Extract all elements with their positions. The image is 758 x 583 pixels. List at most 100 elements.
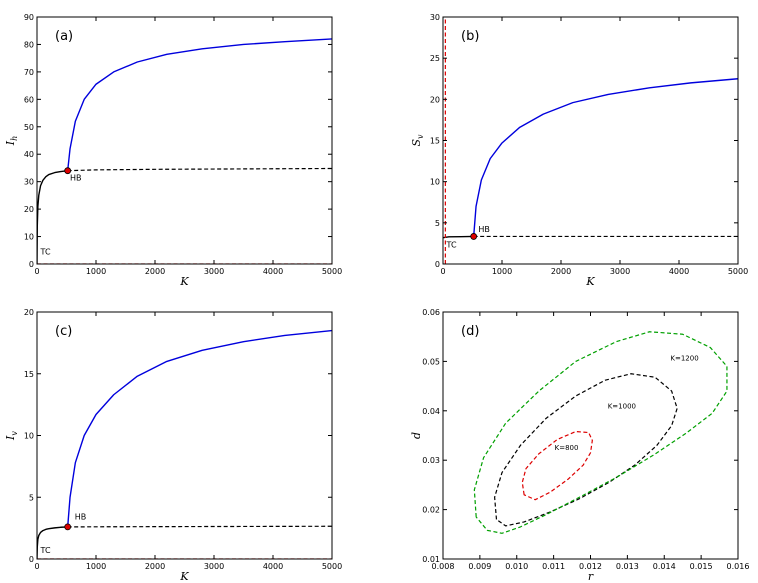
annotation-tc: TC: [446, 241, 457, 250]
x-tick-label: 4000: [263, 267, 283, 276]
x-axis-label: r: [588, 570, 594, 583]
y-axis-label: Ih: [4, 136, 19, 147]
axes-frame: [36, 311, 333, 560]
series-group: [473, 331, 728, 534]
x-tick-label: 2000: [551, 267, 571, 276]
x-tick-label: 1000: [86, 267, 106, 276]
panel-label: (a): [55, 29, 73, 44]
x-tick-label: 0.008: [432, 562, 455, 571]
y-axis-label: d: [410, 432, 423, 439]
annotation-k-1000: K=1000: [608, 402, 636, 410]
y-tick-label: 0.06: [422, 308, 440, 317]
y-tick-label: 20: [24, 205, 34, 214]
annotation-k-1200: K=1200: [670, 354, 698, 362]
x-tick-label: 0: [34, 562, 39, 571]
series-stable-low: [37, 526, 68, 559]
y-tick-label: 90: [24, 13, 34, 22]
x-tick-label: 5000: [728, 267, 748, 276]
series-stable-low: [37, 169, 68, 264]
y-tick-label: 10: [430, 178, 440, 187]
x-tick-label: 0.012: [579, 562, 602, 571]
panel-label: (d): [461, 324, 479, 339]
annotation-hb: HB: [478, 225, 490, 234]
x-tick-label: 0.009: [468, 562, 491, 571]
panel-label: (c): [55, 324, 72, 339]
series-periodic-max: [66, 38, 332, 171]
panel-2: 0 1000 2000 3000 4000 5000 0 5 10 15 20 25 30 K Sv (b) H…: [410, 13, 748, 288]
series-periodic-max: [66, 329, 332, 527]
annotation-hb: HB: [70, 173, 82, 182]
annotation-k-800: K=800: [555, 444, 579, 452]
annotation-hb: HB: [75, 512, 87, 521]
y-tick-label: 0: [435, 260, 440, 269]
x-tick-label: 0.016: [727, 562, 750, 571]
y-tick-label: 0.03: [422, 456, 440, 465]
y-tick-label: 50: [24, 123, 34, 132]
x-tick-label: 5000: [322, 267, 342, 276]
y-tick-label: 0.05: [422, 357, 440, 366]
series-k-800: [521, 430, 593, 501]
series-k-1000: [494, 373, 678, 527]
x-tick-label: 3000: [204, 562, 224, 571]
y-tick-label: 25: [430, 54, 440, 63]
hopf-marker: [470, 233, 478, 240]
y-tick-label: 10: [24, 432, 34, 441]
x-tick-label: 3000: [204, 267, 224, 276]
x-tick-label: 0: [34, 267, 39, 276]
y-tick-label: 5: [29, 493, 34, 502]
y-tick-label: 10: [24, 233, 34, 242]
y-tick-label: 15: [430, 137, 440, 146]
hopf-marker: [64, 523, 72, 531]
y-tick-label: 30: [24, 178, 34, 187]
panel-4: 0.008 0.009 0.010 0.011 0.012 0.013 0.014 0.015…: [410, 308, 749, 583]
y-tick-label: 20: [24, 308, 34, 317]
y-tick-label: 0: [29, 260, 34, 269]
y-tick-label: 70: [24, 68, 34, 77]
series-k-1200: [473, 331, 728, 534]
y-tick-label: 30: [430, 13, 440, 22]
axes-frame: [36, 16, 333, 265]
x-axis-label: K: [179, 570, 189, 583]
y-tick-label: 0.02: [422, 506, 440, 515]
x-axis-label: K: [179, 275, 189, 288]
y-tick-label: 60: [24, 95, 34, 104]
y-axis-label: Iv: [4, 431, 19, 441]
panel-1: 0 1000 2000 3000 4000 5000 0 10 20 30 40 50 60 70 80 90…: [4, 13, 342, 288]
x-tick-label: 3000: [610, 267, 630, 276]
y-tick-label: 0.01: [422, 555, 440, 564]
y-tick-label: 0: [29, 555, 34, 564]
hopf-marker: [64, 167, 72, 175]
y-tick-label: 0.04: [422, 407, 440, 416]
x-tick-label: 1000: [86, 562, 106, 571]
series-stable-low: [443, 235, 474, 239]
y-tick-label: 80: [24, 40, 34, 49]
x-tick-label: 0.011: [542, 562, 565, 571]
panel-3: 0 1000 2000 3000 4000 5000 0 5 10 15 20 K Iv (c) HB TC: [4, 308, 342, 583]
x-tick-label: 0.010: [505, 562, 528, 571]
x-tick-label: 2000: [145, 562, 165, 571]
x-tick-label: 0.014: [653, 562, 676, 571]
y-tick-label: 15: [24, 370, 34, 379]
annotation-tc: TC: [40, 546, 51, 555]
x-tick-label: 4000: [669, 267, 689, 276]
y-tick-label: 20: [430, 95, 440, 104]
x-axis-label: K: [585, 275, 595, 288]
y-tick-label: 5: [435, 219, 440, 228]
x-tick-label: 0: [440, 267, 445, 276]
annotation-tc: TC: [40, 247, 51, 256]
x-tick-label: 5000: [322, 562, 342, 571]
panel-label: (b): [461, 29, 479, 44]
series-unstable-mid: [67, 167, 332, 172]
x-tick-label: 4000: [263, 562, 283, 571]
x-tick-label: 1000: [492, 267, 512, 276]
x-tick-label: 2000: [145, 267, 165, 276]
series-periodic-max: [472, 78, 738, 237]
y-tick-label: 40: [24, 150, 34, 159]
y-axis-label: Sv: [410, 134, 425, 147]
x-tick-label: 0.015: [690, 562, 713, 571]
series-unstable-mid: [67, 525, 332, 528]
series-group: [37, 329, 332, 559]
series-group: [37, 38, 332, 264]
x-tick-label: 0.013: [616, 562, 639, 571]
